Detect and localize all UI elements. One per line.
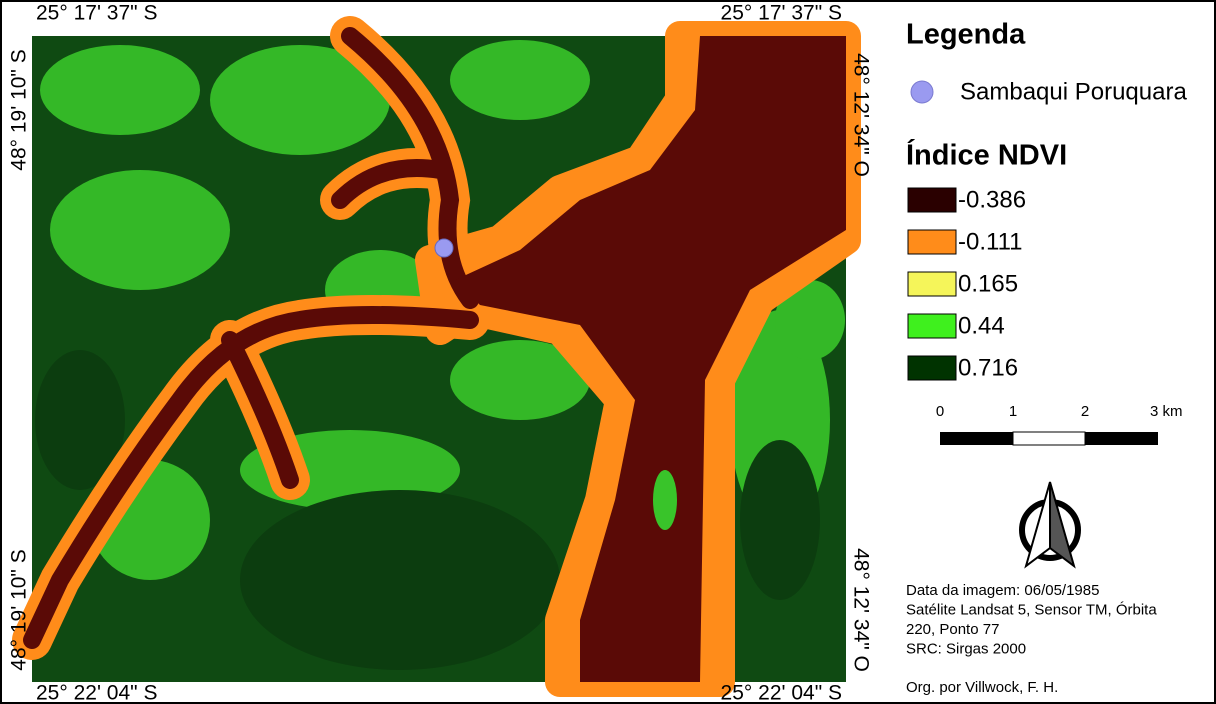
- legend-site-label: Sambaqui Poruquara: [960, 78, 1187, 105]
- site-marker: [435, 239, 453, 257]
- scale-label: 2: [1081, 403, 1089, 420]
- info-line: Satélite Landsat 5, Sensor TM, Órbita: [906, 601, 1157, 618]
- info-line: 220, Ponto 77: [906, 621, 999, 638]
- island: [653, 470, 677, 530]
- legend-swatch: [908, 188, 956, 212]
- coord-label: 48° 19' 10" S: [8, 49, 31, 170]
- legend-ndvi-title: Índice NDVI: [906, 138, 1067, 172]
- info-line: Data da imagem: 06/05/1985: [906, 582, 1099, 599]
- scale-labels: 0 1 2 3 km: [936, 403, 1183, 420]
- legend-classes: -0.386 -0.111 0.165 0.44 0.716: [908, 186, 1026, 381]
- legend-title: Legenda: [906, 19, 1026, 51]
- coord-label: 25° 22' 04" S: [721, 682, 842, 704]
- legend-class-label: 0.716: [958, 354, 1018, 381]
- coord-label: 48° 12' 34" O: [849, 548, 872, 672]
- scale-segment: [1013, 432, 1085, 445]
- scale-segment: [940, 432, 1013, 445]
- legend-swatch: [908, 314, 956, 338]
- scale-bar: [940, 432, 1158, 445]
- map-image: [32, 36, 846, 682]
- scale-segment: [1085, 432, 1158, 445]
- legend-swatch: [908, 356, 956, 380]
- legend-class-label: -0.386: [958, 186, 1026, 213]
- map-figure: 25° 17' 37" S 25° 17' 37" S 25° 22' 04" …: [0, 0, 1216, 704]
- legend-class-label: 0.165: [958, 270, 1018, 297]
- credit: Org. por Villwock, F. H.: [906, 679, 1058, 696]
- legend-swatch: [908, 272, 956, 296]
- legend-class-label: -0.111: [958, 228, 1023, 255]
- legend-site-symbol: [911, 81, 933, 103]
- scale-label: 1: [1009, 403, 1017, 420]
- coord-label: 48° 12' 34" O: [849, 53, 872, 177]
- coord-label: 25° 22' 04" S: [36, 682, 157, 704]
- legend-class-label: 0.44: [958, 312, 1005, 339]
- legend-swatch: [908, 230, 956, 254]
- scale-label: 3 km: [1150, 403, 1183, 420]
- coord-label: 25° 17' 37" S: [36, 2, 157, 25]
- coord-label: 25° 17' 37" S: [721, 2, 842, 25]
- map-page: 25° 17' 37" S 25° 17' 37" S 25° 22' 04" …: [0, 0, 1216, 704]
- coord-label: 48° 19' 10" S: [8, 549, 31, 670]
- north-arrow: [1022, 482, 1078, 566]
- info-line: SRC: Sirgas 2000: [906, 640, 1026, 657]
- info-block: Data da imagem: 06/05/1985 Satélite Lands…: [906, 582, 1157, 658]
- scale-label: 0: [936, 403, 944, 420]
